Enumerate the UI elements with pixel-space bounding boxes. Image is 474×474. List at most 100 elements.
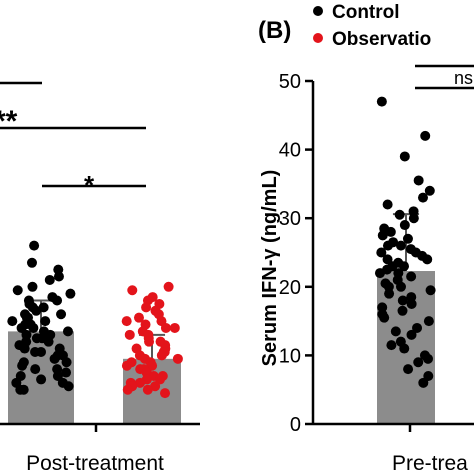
right-x-label: Pre-trea bbox=[392, 452, 468, 474]
data-point bbox=[12, 285, 23, 296]
data-point bbox=[169, 322, 180, 333]
data-point bbox=[377, 230, 388, 241]
panel-b: (B) Control Observatio ns 0 10 20 30 40 50 Se… bbox=[258, 2, 474, 474]
data-point bbox=[422, 254, 433, 265]
data-point bbox=[395, 281, 406, 292]
y-tick-label: 30 bbox=[279, 208, 301, 230]
data-point bbox=[160, 322, 171, 333]
y-tick-label: 0 bbox=[290, 414, 301, 436]
data-point bbox=[19, 343, 30, 354]
data-point bbox=[390, 326, 401, 337]
data-point bbox=[408, 213, 419, 224]
data-point bbox=[394, 209, 405, 220]
panel-label: (B) bbox=[258, 17, 291, 44]
significance-mid-left: * bbox=[84, 170, 95, 200]
data-point bbox=[62, 326, 73, 337]
legend-label-control: Control bbox=[332, 2, 400, 23]
data-point bbox=[413, 175, 424, 186]
y-tick-label: 50 bbox=[279, 71, 301, 93]
data-point bbox=[38, 302, 49, 313]
data-point bbox=[65, 288, 76, 299]
data-point bbox=[26, 257, 37, 268]
right-bars bbox=[374, 96, 436, 424]
data-point bbox=[397, 295, 408, 306]
data-point bbox=[49, 353, 60, 364]
data-point bbox=[413, 357, 424, 368]
data-point bbox=[379, 312, 390, 323]
left-x-label: Post-treatment bbox=[26, 452, 164, 474]
significance-right: ns bbox=[454, 68, 473, 88]
left-bars bbox=[7, 240, 183, 424]
data-point bbox=[422, 353, 433, 364]
data-point bbox=[172, 353, 183, 364]
data-point bbox=[63, 381, 74, 392]
data-point bbox=[376, 247, 387, 258]
data-point bbox=[412, 322, 423, 333]
data-point bbox=[147, 360, 158, 371]
data-point bbox=[382, 199, 393, 210]
data-point bbox=[61, 367, 72, 378]
data-point bbox=[18, 384, 29, 395]
data-point bbox=[40, 316, 51, 327]
data-point bbox=[36, 346, 47, 357]
data-point bbox=[56, 309, 67, 320]
data-point bbox=[44, 274, 55, 285]
legend-marker-observation bbox=[313, 33, 323, 43]
data-point bbox=[399, 151, 410, 162]
data-point bbox=[423, 316, 434, 327]
significance-top-left: ** bbox=[0, 105, 18, 138]
data-point bbox=[124, 329, 135, 340]
data-point bbox=[127, 285, 138, 296]
data-point bbox=[406, 271, 417, 282]
y-tick-label: 40 bbox=[279, 140, 301, 162]
data-point bbox=[382, 240, 393, 251]
data-point bbox=[52, 295, 63, 306]
data-point bbox=[423, 370, 434, 381]
data-point bbox=[142, 384, 153, 395]
data-point bbox=[402, 233, 413, 244]
data-point bbox=[133, 312, 144, 323]
data-point bbox=[121, 316, 132, 327]
data-point bbox=[417, 192, 428, 203]
data-point bbox=[397, 305, 408, 316]
data-point bbox=[399, 261, 410, 272]
data-point bbox=[17, 360, 28, 371]
data-point bbox=[53, 271, 64, 282]
data-point bbox=[163, 281, 174, 292]
legend-label-observation: Observatio bbox=[332, 29, 431, 50]
data-point bbox=[406, 329, 417, 340]
data-point bbox=[122, 384, 133, 395]
data-point bbox=[399, 343, 410, 354]
data-point bbox=[135, 377, 146, 388]
data-point bbox=[384, 288, 395, 299]
data-point bbox=[156, 350, 167, 361]
left-panel: ** * Post-treatment bbox=[0, 81, 200, 474]
data-point bbox=[28, 322, 39, 333]
data-point bbox=[406, 298, 417, 309]
data-point bbox=[29, 240, 40, 251]
data-point bbox=[121, 360, 132, 371]
data-point bbox=[418, 377, 429, 388]
data-point bbox=[420, 130, 431, 141]
data-point bbox=[376, 96, 387, 107]
data-point bbox=[27, 281, 38, 292]
data-point bbox=[395, 240, 406, 251]
data-point bbox=[403, 364, 414, 375]
data-point bbox=[43, 336, 54, 347]
data-point bbox=[30, 364, 41, 375]
y-tick-label: 10 bbox=[279, 345, 301, 367]
data-point bbox=[36, 374, 47, 385]
data-point bbox=[160, 388, 171, 399]
data-point bbox=[141, 302, 152, 313]
y-axis-label: Serum IFN-γ (ng/mL) bbox=[259, 170, 281, 367]
y-tick-label: 20 bbox=[279, 277, 301, 299]
data-point bbox=[31, 333, 42, 344]
data-point bbox=[31, 305, 42, 316]
legend-marker-control bbox=[313, 6, 323, 16]
data-point bbox=[144, 336, 155, 347]
data-point bbox=[61, 357, 72, 368]
data-point bbox=[386, 340, 397, 351]
data-point bbox=[374, 268, 385, 279]
data-point bbox=[424, 185, 435, 196]
